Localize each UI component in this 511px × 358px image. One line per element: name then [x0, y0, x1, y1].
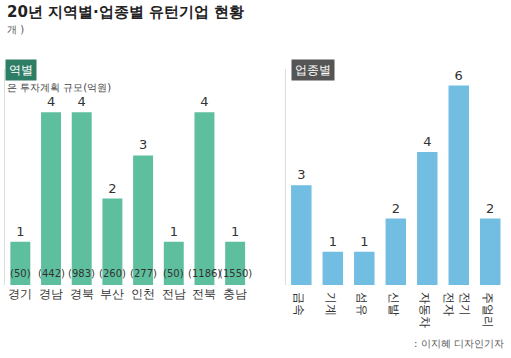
svg-text:3: 3 [297, 167, 305, 182]
svg-text:1: 1 [329, 234, 337, 249]
svg-text:전북: 전북 [192, 287, 216, 301]
svg-text:4: 4 [78, 94, 86, 109]
svg-text:은 투자계획 규모(억원): 은 투자계획 규모(억원) [7, 82, 111, 93]
svg-text:(50): (50) [10, 268, 31, 279]
svg-text:: 이지혜 디자인기자: : 이지혜 디자인기자 [414, 338, 504, 349]
svg-text:신발: 신발 [387, 292, 401, 316]
svg-text:3: 3 [139, 137, 147, 152]
svg-text:(277): (277) [130, 268, 157, 279]
svg-text:주얼리: 주얼리 [481, 292, 495, 328]
svg-text:1: 1 [231, 224, 239, 239]
svg-text:(442): (442) [38, 268, 65, 279]
svg-text:(1186): (1186) [188, 268, 221, 279]
svg-text:2: 2 [392, 201, 400, 216]
svg-text:전기전자: 전기전자 [442, 292, 472, 316]
svg-text:1: 1 [16, 224, 24, 239]
svg-text:(1550): (1550) [219, 268, 252, 279]
svg-text:충남: 충남 [223, 287, 247, 301]
svg-text:4: 4 [47, 94, 55, 109]
svg-text:(260): (260) [99, 268, 126, 279]
svg-text:4: 4 [200, 94, 208, 109]
svg-text:경남: 경남 [39, 287, 63, 301]
svg-text:6: 6 [455, 68, 463, 83]
svg-text:1: 1 [360, 234, 368, 249]
svg-text:20년 지역별·업종별 유턴기업 현황: 20년 지역별·업종별 유턴기업 현황 [7, 3, 244, 21]
svg-text:부산: 부산 [100, 287, 124, 301]
svg-text:인천: 인천 [131, 287, 155, 301]
svg-text:경기: 경기 [8, 287, 32, 301]
svg-text:(50): (50) [163, 268, 184, 279]
svg-text:4: 4 [423, 134, 431, 149]
svg-text:섬유: 섬유 [355, 292, 369, 316]
svg-text:금속: 금속 [292, 292, 306, 316]
svg-text:경북: 경북 [70, 287, 94, 301]
svg-text:전남: 전남 [162, 287, 186, 301]
svg-text:개 ): 개 ) [7, 24, 24, 35]
svg-text:역별: 역별 [9, 63, 33, 77]
svg-text:기계: 기계 [324, 292, 338, 316]
svg-text:2: 2 [108, 181, 116, 196]
svg-text:자동차: 자동차 [418, 292, 432, 328]
svg-text:업종별: 업종별 [295, 63, 331, 77]
svg-text:1: 1 [170, 224, 178, 239]
svg-text:2: 2 [486, 201, 494, 216]
svg-text:(983): (983) [68, 268, 95, 279]
